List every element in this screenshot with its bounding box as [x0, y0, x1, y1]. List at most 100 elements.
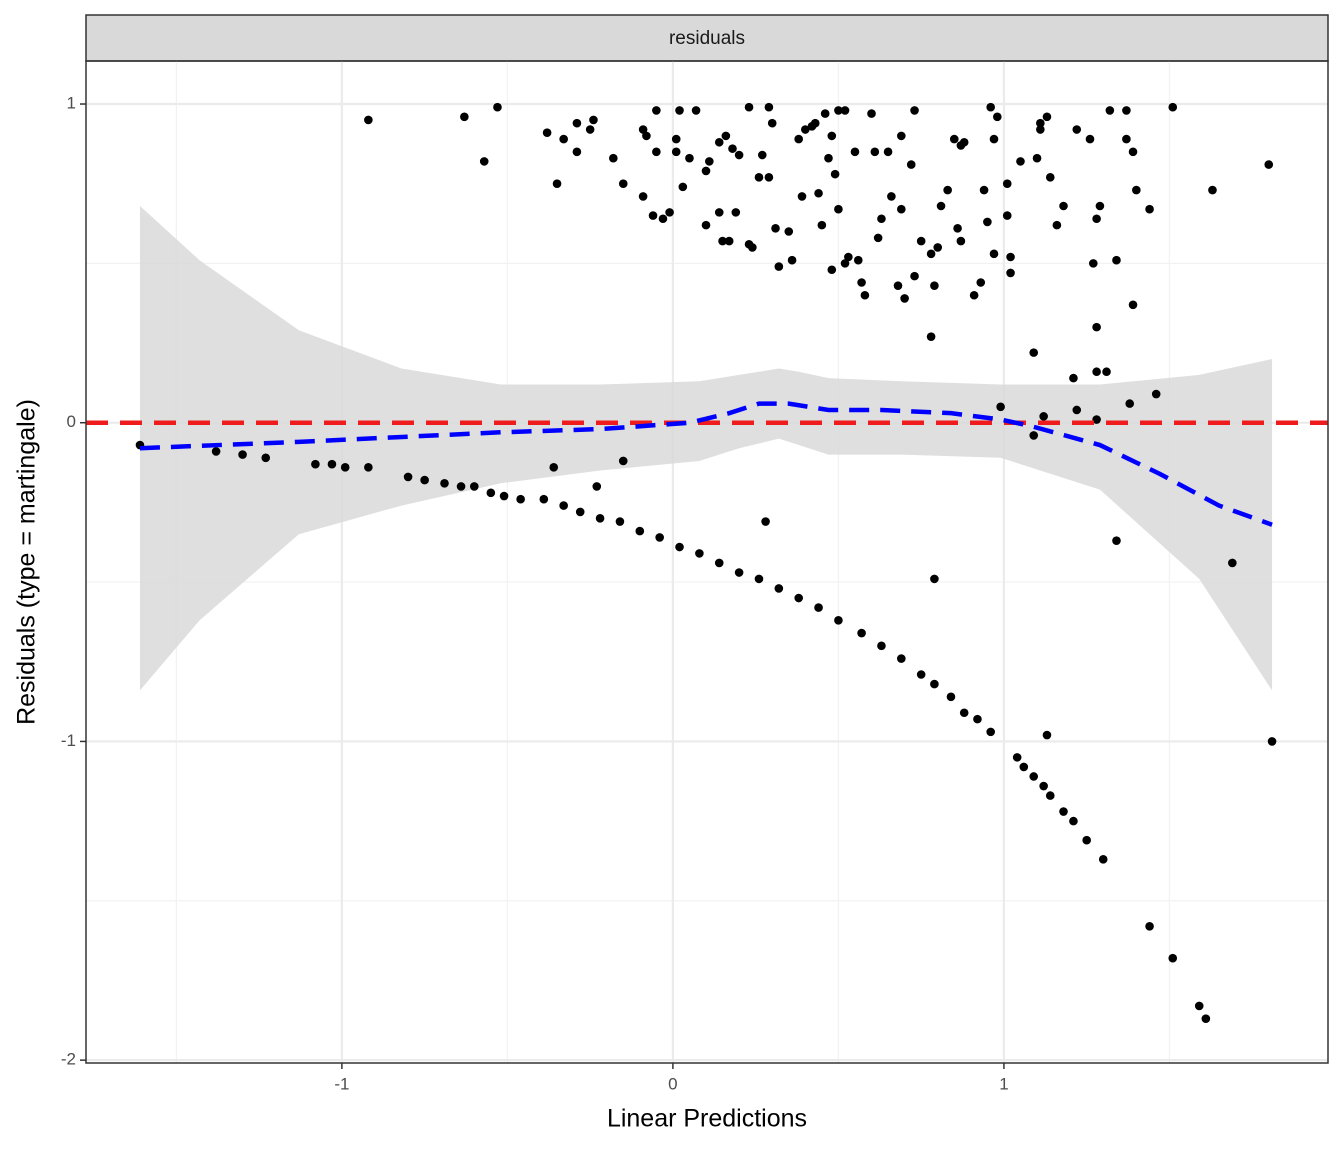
- x-tick-label: -1: [334, 1074, 349, 1093]
- data-point: [1072, 125, 1082, 134]
- data-point: [933, 243, 943, 252]
- data-point: [1125, 399, 1135, 408]
- data-point: [1267, 737, 1277, 746]
- data-point: [976, 278, 986, 287]
- data-point: [969, 290, 979, 300]
- data-point: [814, 603, 823, 612]
- data-point: [844, 252, 853, 262]
- data-point: [983, 217, 992, 227]
- data-point: [1208, 185, 1217, 195]
- data-point: [585, 125, 595, 134]
- data-point: [897, 131, 906, 141]
- data-point: [926, 249, 936, 259]
- data-point: [767, 118, 777, 128]
- y-axis-title: Residuals (type = martingale): [13, 399, 41, 725]
- data-point: [814, 188, 823, 198]
- data-point: [916, 236, 926, 246]
- data-point: [1092, 415, 1101, 424]
- x-axis-title: Linear Predictions: [607, 1105, 807, 1133]
- data-point: [572, 147, 582, 157]
- data-point: [714, 558, 724, 568]
- y-tick-label: 0: [67, 412, 76, 431]
- data-point: [953, 224, 962, 233]
- data-point: [516, 494, 525, 504]
- data-point: [261, 453, 271, 463]
- data-point: [655, 533, 664, 542]
- data-point: [1122, 134, 1131, 144]
- data-point: [887, 192, 896, 201]
- confidence-band: [139, 206, 1273, 691]
- data-point: [794, 134, 803, 144]
- data-point: [1201, 1014, 1211, 1024]
- data-point: [1029, 348, 1039, 357]
- data-point: [1095, 201, 1105, 211]
- data-point: [1072, 405, 1082, 415]
- data-point: [1045, 173, 1055, 182]
- data-point: [834, 204, 843, 214]
- data-point: [1032, 153, 1042, 163]
- data-point: [794, 593, 803, 603]
- data-point: [1002, 211, 1012, 220]
- data-point: [897, 654, 906, 663]
- plot-layer: -1 0 1 -2 -1 0 1: [61, 60, 1329, 1093]
- data-point: [757, 150, 767, 160]
- data-point: [883, 147, 893, 157]
- data-point: [910, 106, 919, 115]
- x-tick-label: 0: [668, 1074, 677, 1093]
- data-point: [1092, 214, 1101, 224]
- data-point: [609, 153, 618, 163]
- data-point: [784, 227, 794, 236]
- data-point: [592, 482, 602, 491]
- data-point: [575, 507, 585, 517]
- data-point: [1112, 536, 1121, 545]
- data-point: [595, 514, 605, 523]
- data-point: [734, 150, 744, 160]
- data-point: [678, 182, 688, 192]
- data-point: [1264, 160, 1274, 169]
- data-point: [897, 204, 906, 214]
- data-point: [996, 402, 1005, 412]
- data-point: [493, 102, 502, 112]
- data-point: [1085, 134, 1095, 144]
- x-tick-label: 1: [999, 1074, 1008, 1093]
- data-point: [403, 472, 413, 482]
- data-point: [1128, 300, 1138, 310]
- data-point: [1105, 106, 1115, 115]
- data-point: [1059, 201, 1068, 211]
- data-point: [552, 179, 562, 189]
- data-point: [364, 463, 373, 472]
- data-point: [1082, 835, 1091, 845]
- smooth-line: [139, 401, 1273, 527]
- data-point: [658, 214, 668, 224]
- data-point: [1042, 112, 1052, 122]
- data-point: [754, 574, 764, 584]
- data-point: [675, 106, 684, 115]
- data-point: [764, 102, 774, 112]
- data-point: [615, 517, 625, 526]
- data-point: [1045, 791, 1055, 800]
- data-point: [648, 211, 658, 220]
- data-point: [638, 192, 648, 201]
- data-point: [1052, 220, 1062, 230]
- data-point: [705, 157, 714, 166]
- data-point: [539, 494, 549, 504]
- data-point: [1228, 558, 1237, 568]
- data-point: [910, 271, 919, 281]
- data-point: [211, 447, 221, 456]
- panel-border: [85, 60, 1329, 1064]
- data-point: [834, 616, 843, 625]
- data-point: [1029, 772, 1039, 781]
- data-point: [853, 255, 863, 265]
- data-point: [850, 147, 860, 157]
- data-point: [1168, 102, 1178, 112]
- data-point: [936, 201, 946, 211]
- data-point: [840, 259, 850, 268]
- data-point: [1102, 367, 1111, 377]
- data-point: [857, 628, 866, 638]
- data-point: [774, 262, 784, 271]
- data-point: [460, 112, 469, 122]
- data-point: [900, 294, 909, 303]
- data-point: [761, 517, 770, 526]
- data-point: [1039, 412, 1048, 421]
